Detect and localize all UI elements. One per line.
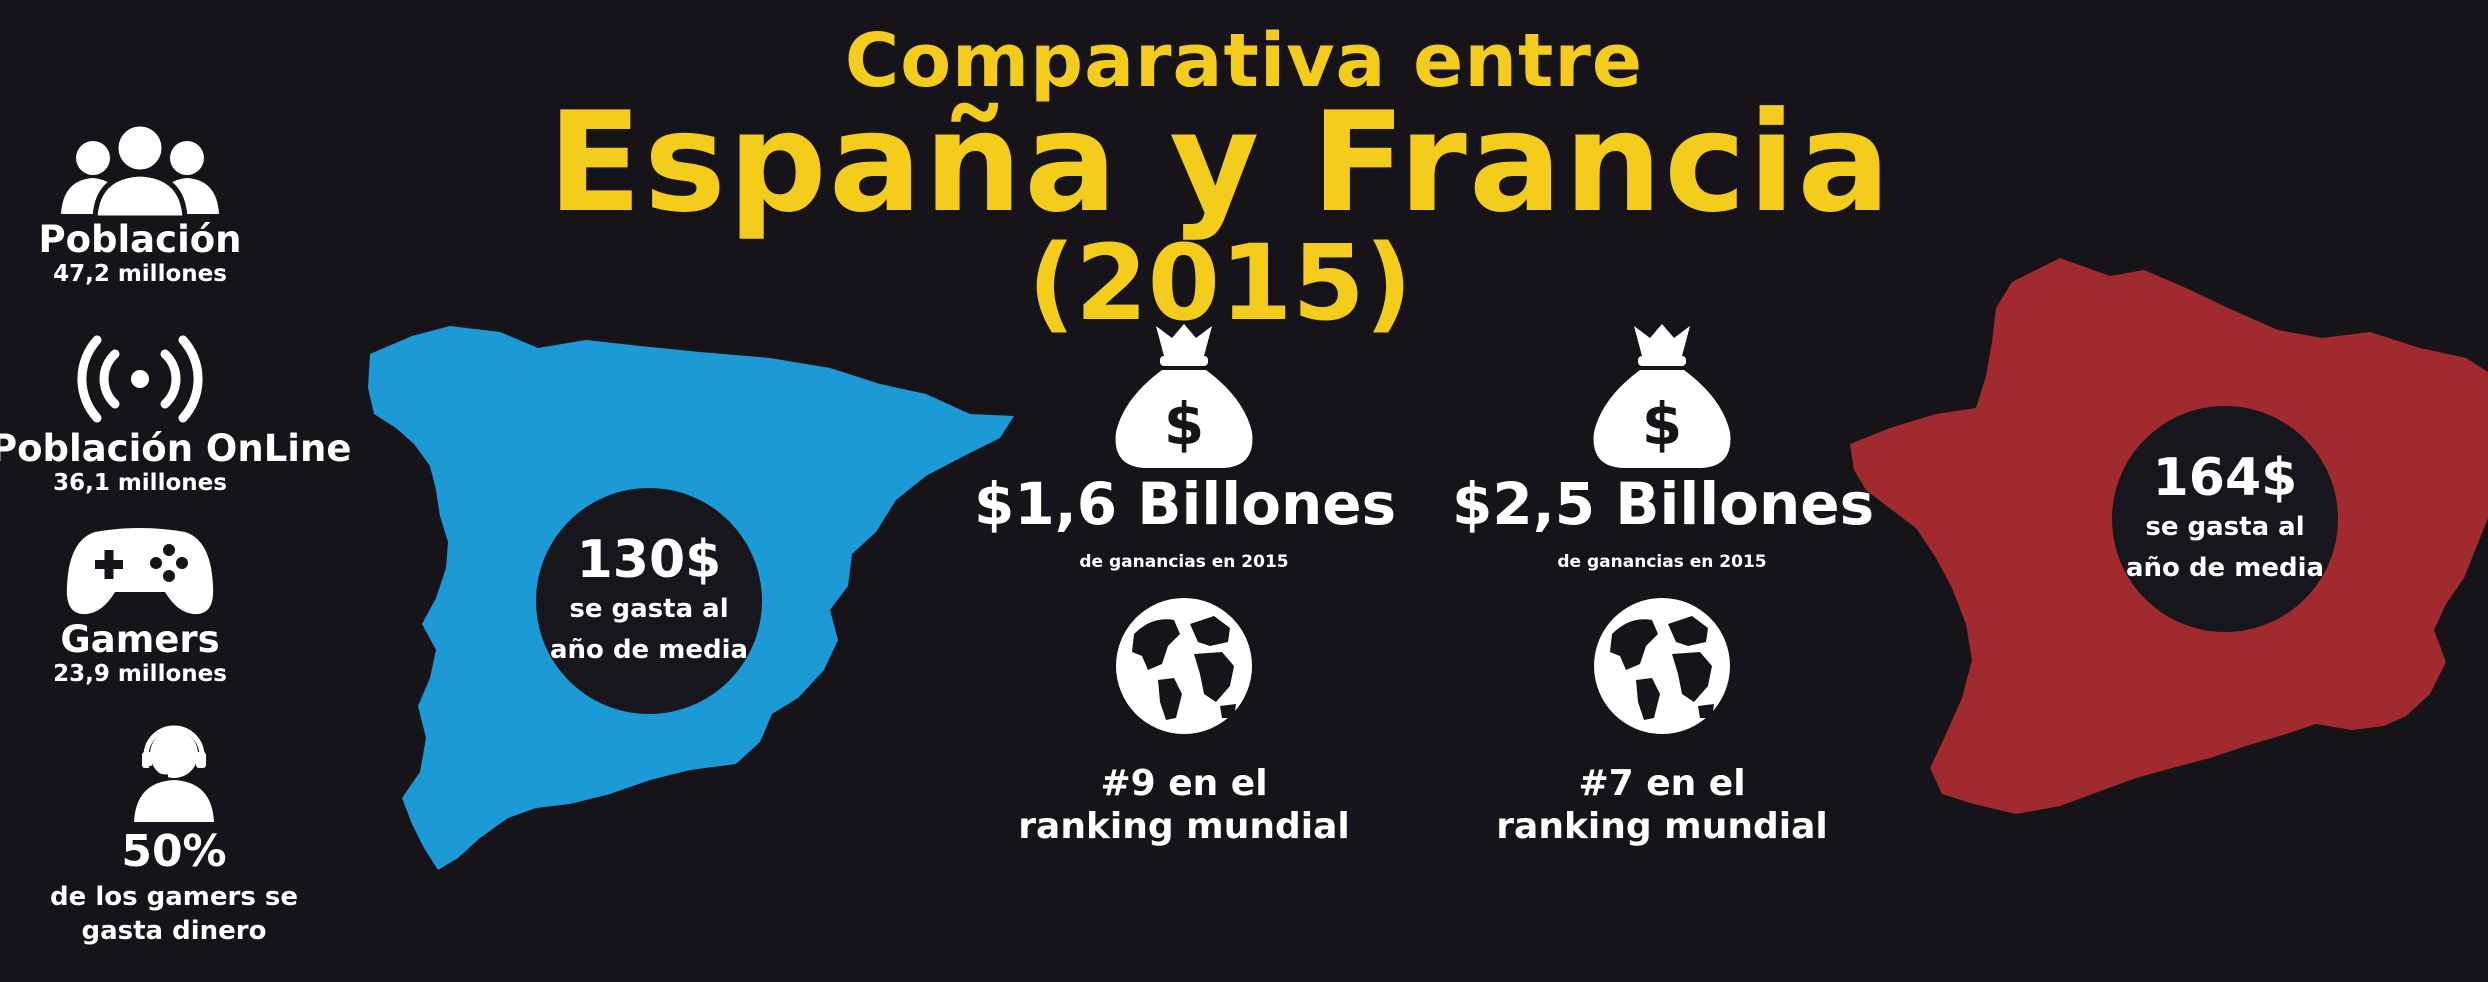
spain-revenue-desc: de ganancias en 2015 <box>1079 552 1289 572</box>
spain-spend-amount: 130$ <box>576 530 722 591</box>
globe-icon <box>1594 598 1730 734</box>
stat-population: Población 47,2 millones <box>0 118 290 287</box>
stat-paying-gamers: 50% de los gamers se gasta dinero <box>0 722 364 949</box>
spain-spend-line1: se gasta al <box>569 594 729 625</box>
svg-text:$: $ <box>1164 390 1204 458</box>
spain-revenue-amount: $1,6 Billones <box>974 470 1397 538</box>
stat-paying-percent: 50% <box>121 826 227 877</box>
spain-revenue-block: $ $1,6 Billones de ganancias en 2015 #9 … <box>974 320 1397 848</box>
france-spend-line2: año de media <box>2125 552 2325 583</box>
france-spend-circle: 164$ se gasta al año de media <box>2112 406 2338 632</box>
people-group-icon <box>61 121 219 218</box>
france-rank-line1: #7 en el <box>1578 763 1746 804</box>
money-bag-icon: $ <box>1115 324 1253 468</box>
globe-icon <box>1116 598 1252 734</box>
stat-gamers: Gamers 23,9 millones <box>0 526 290 687</box>
france-spend-line1: se gasta al <box>2145 512 2305 543</box>
wifi-signal-icon <box>77 335 203 423</box>
stat-gamers-label: Gamers <box>60 618 220 661</box>
title-year: (2015) <box>1027 222 1413 344</box>
spain-rank-line2: ranking mundial <box>1018 806 1350 848</box>
svg-text:$: $ <box>1642 390 1682 458</box>
stat-population-value: 47,2 millones <box>53 261 227 287</box>
stat-population-label: Población <box>38 218 242 261</box>
france-revenue-amount: $2,5 Billones <box>1452 470 1875 538</box>
spain-spend-line2: año de media <box>549 634 749 665</box>
gamepad-icon <box>66 528 214 615</box>
stat-paying-desc: de los gamers se gasta dinero <box>50 882 298 946</box>
money-bag-icon: $ <box>1593 324 1731 468</box>
spain-spend-circle: 130$ se gasta al año de media <box>536 488 762 714</box>
stat-gamers-value: 23,9 millones <box>53 661 227 687</box>
stat-online-label: Población OnLine <box>0 427 352 470</box>
france-rank-line2: ranking mundial <box>1496 806 1828 848</box>
gamer-headset-icon <box>134 725 214 822</box>
title-line-1: Comparativa entre <box>844 18 1644 104</box>
stat-online-population: Población OnLine 36,1 millones <box>0 332 352 496</box>
france-revenue-desc: de ganancias en 2015 <box>1557 552 1767 572</box>
france-revenue-block: $ $2,5 Billones de ganancias en 2015 #7 … <box>1452 320 1875 848</box>
spain-rank-line1: #9 en el <box>1100 763 1268 804</box>
title-line-2: España y Francia <box>547 82 1893 243</box>
stat-online-value: 36,1 millones <box>53 470 227 496</box>
france-spend-amount: 164$ <box>2152 448 2298 509</box>
